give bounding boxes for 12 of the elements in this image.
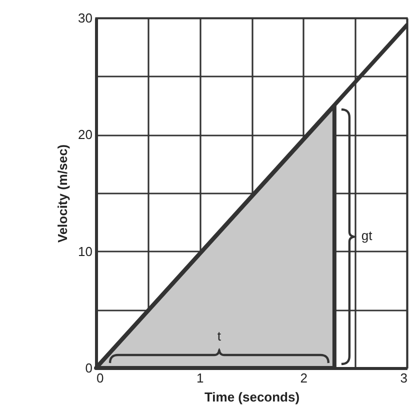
annotation: gt: [361, 228, 373, 244]
x-tick-label: 0: [96, 370, 104, 386]
x-tick-label: 1: [196, 370, 204, 386]
y-tick-label: 20: [78, 127, 92, 142]
y-tick-label: 10: [78, 244, 92, 259]
x-tick-label: 3: [400, 370, 408, 386]
y-tick-label: 30: [78, 10, 92, 26]
x-tick-label: 2: [300, 370, 308, 386]
x-axis-title: Time (seconds): [204, 390, 300, 404]
annotation: t: [217, 328, 222, 344]
y-tick-label: 0: [85, 360, 92, 376]
y-axis-title: Velocity (m/sec): [55, 144, 70, 243]
